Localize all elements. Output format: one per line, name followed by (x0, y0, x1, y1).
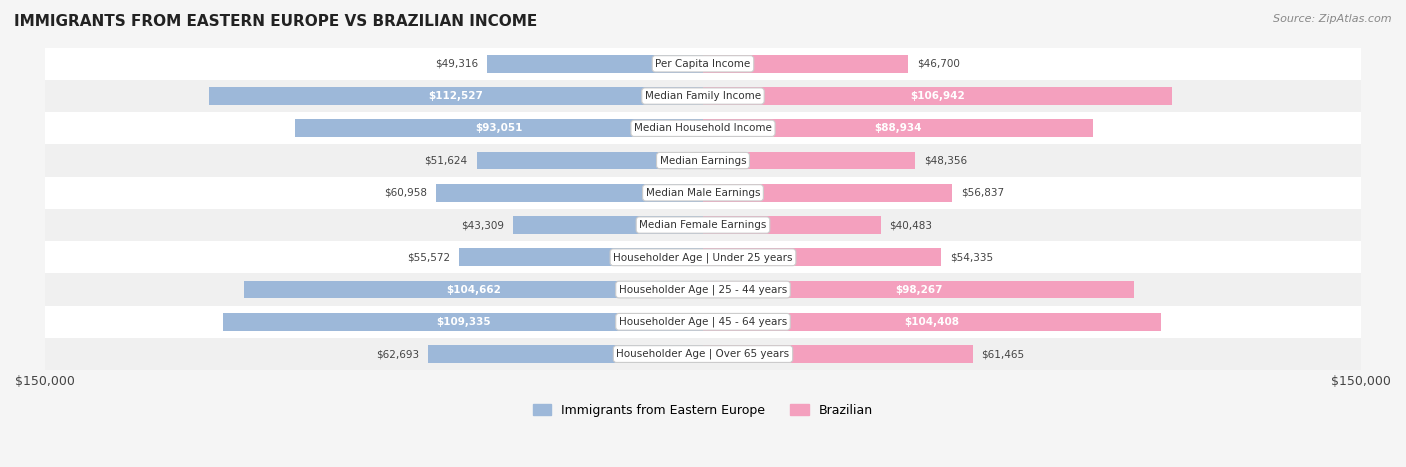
Text: Per Capita Income: Per Capita Income (655, 59, 751, 69)
Bar (427, 345, 703, 363)
Text: Median Female Earnings: Median Female Earnings (640, 220, 766, 230)
Bar (209, 87, 703, 105)
Text: IMMIGRANTS FROM EASTERN EUROPE VS BRAZILIAN INCOME: IMMIGRANTS FROM EASTERN EUROPE VS BRAZIL… (14, 14, 537, 29)
Text: Householder Age | Over 65 years: Householder Age | Over 65 years (616, 349, 790, 359)
Text: $51,624: $51,624 (425, 156, 468, 166)
Bar (45, 274, 1361, 306)
Text: $56,837: $56,837 (962, 188, 1004, 198)
Text: $88,934: $88,934 (875, 123, 922, 133)
Bar (436, 184, 703, 202)
Bar (45, 80, 1361, 112)
Bar (703, 152, 915, 170)
Bar (45, 209, 1361, 241)
Text: $40,483: $40,483 (890, 220, 932, 230)
Bar (513, 216, 703, 234)
Bar (243, 281, 703, 298)
Bar (703, 55, 908, 73)
Bar (224, 313, 703, 331)
Text: $93,051: $93,051 (475, 123, 523, 133)
Legend: Immigrants from Eastern Europe, Brazilian: Immigrants from Eastern Europe, Brazilia… (527, 399, 879, 422)
Text: Median Family Income: Median Family Income (645, 91, 761, 101)
Bar (45, 48, 1361, 80)
Text: $61,465: $61,465 (981, 349, 1025, 359)
Text: Householder Age | Under 25 years: Householder Age | Under 25 years (613, 252, 793, 262)
Text: Median Earnings: Median Earnings (659, 156, 747, 166)
Bar (477, 152, 703, 170)
Text: $112,527: $112,527 (429, 91, 484, 101)
Text: $106,942: $106,942 (910, 91, 965, 101)
Bar (45, 338, 1361, 370)
Text: $104,662: $104,662 (446, 284, 501, 295)
Text: $43,309: $43,309 (461, 220, 505, 230)
Text: $98,267: $98,267 (894, 284, 942, 295)
Text: $109,335: $109,335 (436, 317, 491, 327)
Text: Median Male Earnings: Median Male Earnings (645, 188, 761, 198)
Text: Householder Age | 45 - 64 years: Householder Age | 45 - 64 years (619, 317, 787, 327)
Text: $49,316: $49,316 (434, 59, 478, 69)
Bar (703, 216, 880, 234)
Text: $60,958: $60,958 (384, 188, 427, 198)
Text: $54,335: $54,335 (950, 252, 993, 262)
Bar (45, 306, 1361, 338)
Bar (45, 241, 1361, 274)
Text: $55,572: $55,572 (408, 252, 450, 262)
Bar (703, 313, 1161, 331)
Bar (45, 177, 1361, 209)
Text: $104,408: $104,408 (904, 317, 959, 327)
Bar (703, 248, 942, 266)
Bar (703, 184, 952, 202)
Bar (703, 120, 1092, 137)
Text: $48,356: $48,356 (924, 156, 967, 166)
Text: Median Household Income: Median Household Income (634, 123, 772, 133)
Bar (486, 55, 703, 73)
Text: Householder Age | 25 - 44 years: Householder Age | 25 - 44 years (619, 284, 787, 295)
Bar (295, 120, 703, 137)
Bar (703, 87, 1173, 105)
Text: Source: ZipAtlas.com: Source: ZipAtlas.com (1274, 14, 1392, 24)
Bar (460, 248, 703, 266)
Text: $46,700: $46,700 (917, 59, 959, 69)
Bar (45, 144, 1361, 177)
Bar (703, 345, 973, 363)
Bar (45, 112, 1361, 144)
Bar (703, 281, 1135, 298)
Text: $62,693: $62,693 (375, 349, 419, 359)
